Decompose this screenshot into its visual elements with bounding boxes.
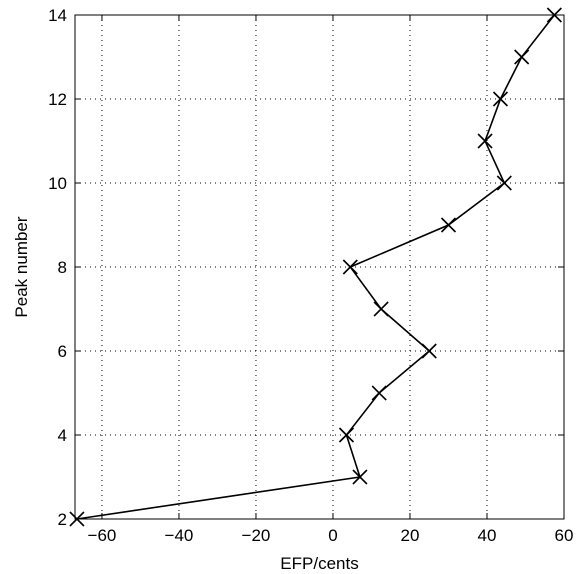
marker-stroke (352, 469, 368, 485)
marker-stroke (421, 343, 437, 359)
marker-stroke (477, 133, 493, 149)
marker-stroke (496, 175, 512, 191)
grid (75, 15, 564, 519)
marker-stroke (514, 49, 530, 65)
marker-stroke (371, 385, 387, 401)
x-tick-label: −40 (165, 526, 194, 545)
y-tick-label: 14 (48, 6, 67, 25)
marker-stroke (338, 427, 355, 443)
data-point (421, 343, 437, 359)
marker-stroke (492, 91, 509, 107)
x-tick-label: −20 (242, 526, 271, 545)
marker-stroke (440, 217, 457, 233)
data-point (514, 49, 530, 65)
data-point (69, 511, 85, 527)
data-point (338, 427, 355, 443)
y-tick-label: 12 (48, 90, 67, 109)
x-tick-label: 60 (555, 526, 574, 545)
x-tick-label: 20 (401, 526, 420, 545)
data-point (342, 259, 358, 275)
y-axis-title: Peak number (12, 216, 31, 317)
marker-stroke (69, 511, 85, 527)
x-axis-title: EFP/cents (280, 554, 358, 573)
data-point (492, 91, 509, 107)
y-tick-label: 10 (48, 174, 67, 193)
marker-stroke (546, 7, 562, 23)
y-tick-label: 6 (58, 342, 67, 361)
data-point (440, 217, 457, 233)
data-point (373, 301, 389, 317)
marker-stroke (342, 259, 358, 275)
x-tick-label: 40 (478, 526, 497, 545)
data-point (371, 385, 387, 401)
x-tick-label: −60 (88, 526, 117, 545)
series-group (69, 7, 562, 527)
x-tick-label: 0 (328, 526, 337, 545)
data-point (496, 175, 512, 191)
data-point (352, 469, 368, 485)
data-point (546, 7, 562, 23)
y-tick-labels: 2 4 6 8 10 12 14 (48, 6, 67, 529)
x-tick-labels: −60 −40 −20 0 20 40 60 (88, 526, 574, 545)
data-point (477, 133, 493, 149)
marker-stroke (373, 301, 389, 317)
y-tick-label: 8 (58, 258, 67, 277)
y-tick-label: 2 (58, 510, 67, 529)
y-tick-label: 4 (58, 426, 67, 445)
